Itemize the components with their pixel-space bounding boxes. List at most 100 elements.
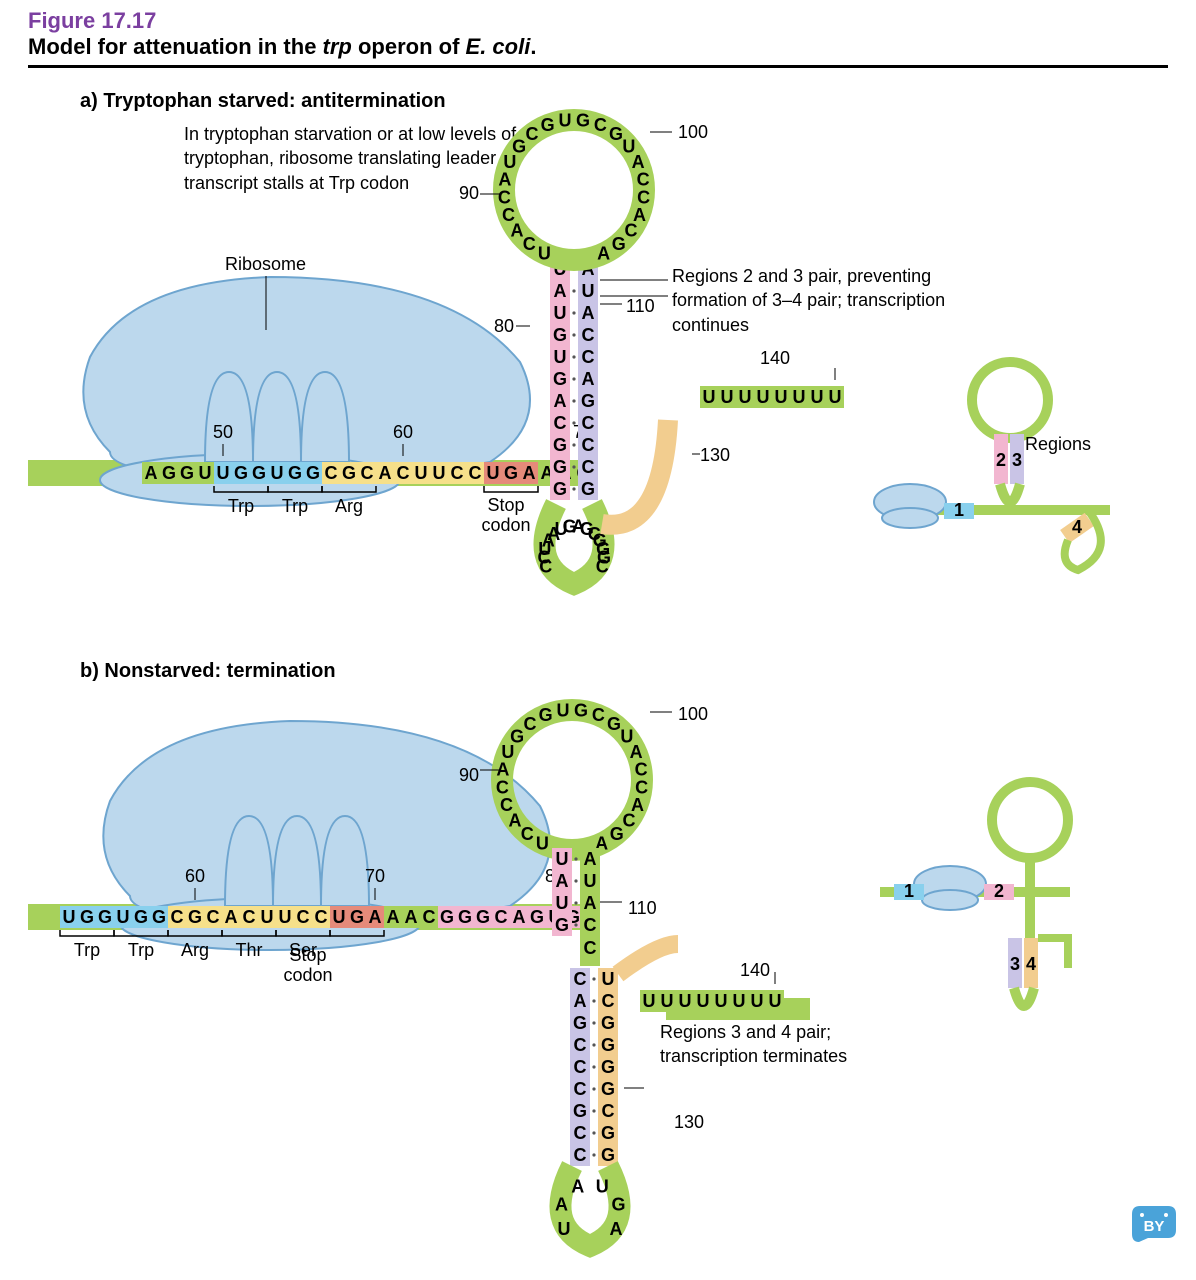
svg-text:A: A xyxy=(369,907,382,927)
svg-text:U: U xyxy=(558,1219,571,1239)
svg-text:U: U xyxy=(582,281,595,301)
svg-text:G: G xyxy=(440,907,454,927)
svg-text:C: C xyxy=(523,714,536,734)
svg-text:G: G xyxy=(512,137,526,157)
pos-110-b: 110 xyxy=(628,898,657,919)
svg-text:U: U xyxy=(554,303,567,323)
svg-text:4: 4 xyxy=(1072,517,1082,537)
svg-text:C: C xyxy=(574,1145,587,1165)
svg-text:G: G xyxy=(601,1035,615,1055)
svg-text:C: C xyxy=(582,347,595,367)
svg-text:G: G xyxy=(539,705,553,725)
svg-text:U: U xyxy=(661,991,674,1011)
svg-text:G: G xyxy=(601,1057,615,1077)
svg-text:Thr: Thr xyxy=(236,940,263,960)
pos-140-b: 140 xyxy=(740,960,770,981)
svg-text:A: A xyxy=(496,759,509,779)
svg-text:U: U xyxy=(697,991,710,1011)
pos-100-a: 100 xyxy=(678,122,708,143)
svg-text:G: G xyxy=(553,457,567,477)
svg-text:G: G xyxy=(180,463,194,483)
svg-text:U: U xyxy=(217,463,230,483)
svg-text:U: U xyxy=(557,701,570,721)
svg-text:G: G xyxy=(601,1013,615,1033)
svg-text:A: A xyxy=(554,281,567,301)
svg-text:A: A xyxy=(225,907,238,927)
svg-text:A: A xyxy=(556,871,569,891)
svg-text:A: A xyxy=(523,463,536,483)
svg-text:C: C xyxy=(625,221,638,241)
svg-text:G: G xyxy=(510,727,524,747)
svg-text:C: C xyxy=(592,705,605,725)
svg-text:C: C xyxy=(498,187,511,207)
svg-text:G: G xyxy=(458,907,472,927)
svg-text:C: C xyxy=(523,234,536,254)
svg-text:C: C xyxy=(361,463,374,483)
svg-text:A: A xyxy=(571,1177,584,1197)
pos-100-b: 100 xyxy=(678,704,708,725)
svg-text:A: A xyxy=(584,893,597,913)
svg-text:G: G xyxy=(476,907,490,927)
svg-text:G: G xyxy=(288,463,302,483)
svg-text:G: G xyxy=(234,463,248,483)
svg-text:C: C xyxy=(623,811,636,831)
svg-text:U: U xyxy=(596,1177,609,1197)
by-badge-icon: BY xyxy=(1130,1200,1180,1250)
annot-23: Regions 2 and 3 pair, preventing formati… xyxy=(672,264,952,337)
svg-text:Trp: Trp xyxy=(228,496,254,516)
svg-text:G: G xyxy=(553,369,567,389)
svg-text:C: C xyxy=(574,1035,587,1055)
pos-80-a: 80 xyxy=(494,316,514,337)
svg-text:U: U xyxy=(538,243,551,263)
svg-text:G: G xyxy=(581,479,595,499)
svg-text:G: G xyxy=(576,111,590,131)
svg-text:A: A xyxy=(498,169,511,189)
annot-34: Regions 3 and 4 pair; transcription term… xyxy=(660,1020,890,1069)
svg-text:C: C xyxy=(574,1123,587,1143)
svg-text:4: 4 xyxy=(1026,954,1036,974)
svg-text:G: G xyxy=(530,907,544,927)
svg-text:C: C xyxy=(602,991,615,1011)
svg-text:C: C xyxy=(574,969,587,989)
svg-text:U: U xyxy=(769,991,782,1011)
svg-text:G: G xyxy=(342,463,356,483)
svg-text:C: C xyxy=(584,915,597,935)
svg-text:U: U xyxy=(584,871,597,891)
svg-text:U: U xyxy=(279,907,292,927)
svg-text:U: U xyxy=(829,387,842,407)
svg-text:U: U xyxy=(715,991,728,1011)
svg-text:Trp: Trp xyxy=(74,940,100,960)
svg-text:C: C xyxy=(574,1079,587,1099)
svg-text:Arg: Arg xyxy=(335,496,363,516)
svg-text:U: U xyxy=(433,463,446,483)
svg-text:U: U xyxy=(117,907,130,927)
svg-text:C: C xyxy=(397,463,410,483)
pos-90-a: 90 xyxy=(459,183,479,204)
svg-text:G: G xyxy=(553,325,567,345)
svg-text:U: U xyxy=(721,387,734,407)
svg-text:U: U xyxy=(63,907,76,927)
svg-text:U: U xyxy=(261,907,274,927)
svg-text:G: G xyxy=(98,907,112,927)
svg-text:U: U xyxy=(775,387,788,407)
svg-text:U: U xyxy=(487,463,500,483)
svg-text:C: C xyxy=(469,463,482,483)
svg-text:G: G xyxy=(252,463,266,483)
svg-text:A: A xyxy=(145,463,158,483)
svg-text:U: U xyxy=(679,991,692,1011)
svg-text:1: 1 xyxy=(954,500,964,520)
svg-text:A: A xyxy=(513,907,526,927)
svg-text:C: C xyxy=(525,124,538,144)
svg-text:C: C xyxy=(582,325,595,345)
svg-text:U: U xyxy=(811,387,824,407)
svg-text:G: G xyxy=(609,124,623,144)
pos-140-a: 140 xyxy=(760,348,790,369)
svg-text:50: 50 xyxy=(213,422,233,442)
svg-text:2: 2 xyxy=(994,881,1004,901)
svg-text:G: G xyxy=(80,907,94,927)
svg-text:C: C xyxy=(582,457,595,477)
svg-text:C: C xyxy=(554,413,567,433)
svg-text:C: C xyxy=(243,907,256,927)
svg-text:U: U xyxy=(556,849,569,869)
svg-text:U: U xyxy=(739,387,752,407)
